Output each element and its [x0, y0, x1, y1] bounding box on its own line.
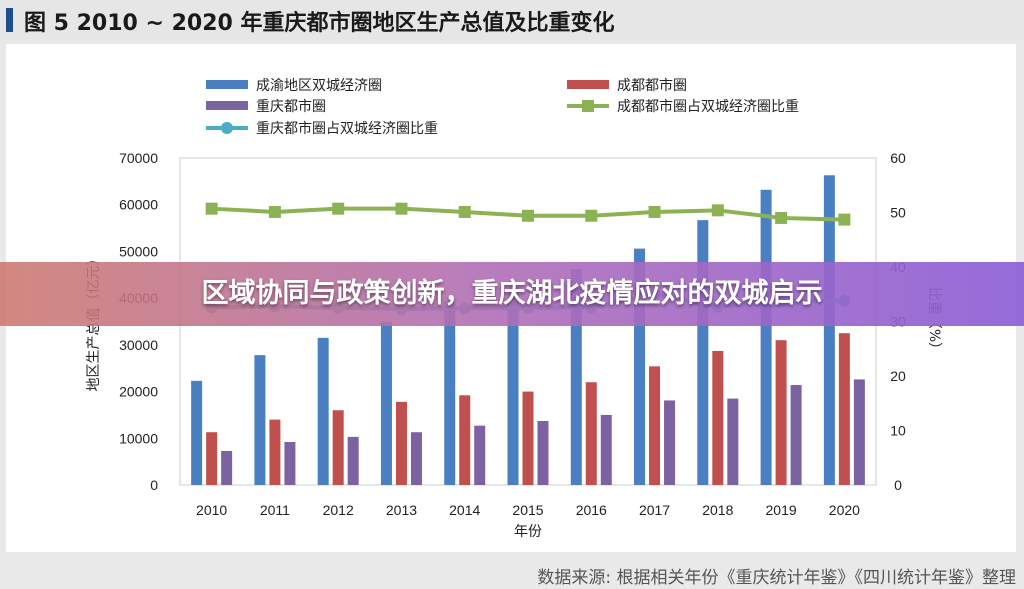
bar-2-2010 — [206, 432, 218, 485]
x-tick-label: 2020 — [829, 502, 860, 518]
bar-1-2015 — [507, 287, 519, 485]
bar-1-2010 — [191, 380, 203, 485]
bar-3-2019 — [790, 385, 802, 485]
y-left-tick-label: 30000 — [119, 337, 158, 353]
headline-banner: 区域协同与政策创新，重庆湖北疫情应对的双城启示 — [0, 262, 1024, 326]
x-tick-label: 2016 — [576, 502, 607, 518]
x-axis-title: 年份 — [514, 524, 542, 540]
bar-3-2013 — [410, 432, 422, 485]
x-tick-label: 2012 — [323, 502, 354, 518]
x-tick-label: 2011 — [260, 502, 290, 518]
y-right-tick-label: 10 — [890, 423, 906, 439]
x-tick-label: 2014 — [449, 502, 480, 518]
y-left-tick-label: 50000 — [119, 243, 158, 259]
legend-label-2: 成都都市圈 — [617, 77, 687, 94]
bar-2-2018 — [712, 350, 724, 485]
bar-1-2017 — [634, 248, 646, 485]
legend-swatch-3 — [206, 101, 248, 110]
legend-swatch-2 — [567, 80, 609, 89]
bar-3-2011 — [284, 442, 296, 485]
bar-3-2010 — [221, 450, 233, 485]
x-tick-label: 2019 — [766, 502, 797, 518]
share-point-1-2019 — [775, 211, 788, 224]
legend-label-3: 重庆都市圈 — [256, 98, 326, 115]
legend-label-1: 成渝地区双城经济圈 — [256, 78, 382, 94]
legend-label-5: 重庆都市圈占双城经济圈比重 — [256, 120, 438, 137]
share-point-1-2010 — [205, 202, 218, 215]
bar-2-2015 — [522, 391, 534, 485]
share-point-1-2013 — [395, 202, 408, 215]
x-tick-label: 2013 — [386, 502, 417, 518]
bar-3-2014 — [474, 425, 486, 485]
bar-3-2012 — [347, 436, 359, 485]
bar-3-2016 — [600, 414, 612, 485]
title-accent-mark — [6, 8, 13, 32]
figure-title-bar: 图 5 2010 ~ 2020 年重庆都市圈地区生产总值及比重变化 — [0, 0, 1024, 40]
bar-3-2017 — [664, 400, 676, 485]
figure-title: 图 5 2010 ~ 2020 年重庆都市圈地区生产总值及比重变化 — [24, 11, 615, 36]
y-left-tick-label: 60000 — [119, 197, 158, 213]
bar-3-2020 — [853, 379, 865, 485]
y-left-tick-label: 20000 — [119, 384, 158, 400]
y-left-tick-label: 0 — [150, 477, 158, 493]
y-right-tick-label: 60 — [890, 150, 906, 166]
bar-2-2013 — [395, 401, 407, 485]
bar-2-2016 — [585, 382, 597, 485]
legend-label-4: 成都都市圈占双城经济圈比重 — [617, 98, 799, 115]
x-tick-label: 2017 — [639, 502, 670, 518]
bar-1-2011 — [254, 355, 266, 485]
bar-1-2012 — [317, 337, 329, 485]
share-point-1-2012 — [332, 202, 345, 215]
share-point-1-2017 — [648, 205, 661, 218]
y-left-tick-label: 70000 — [119, 150, 158, 166]
share-point-1-2018 — [711, 204, 724, 217]
bar-2-2020 — [838, 333, 850, 485]
y-right-tick-label: 0 — [894, 477, 902, 493]
legend-swatch-1 — [206, 80, 248, 89]
data-source-note: 数据来源: 根据相关年份《重庆统计年鉴》《四川统计年鉴》整理 — [537, 568, 1016, 588]
x-tick-label: 2015 — [512, 502, 543, 518]
bar-1-2019 — [760, 189, 772, 485]
share-point-1-2011 — [268, 205, 281, 218]
legend-marker-4 — [582, 100, 594, 112]
bar-1-2018 — [697, 220, 709, 485]
bar-2-2012 — [332, 410, 344, 485]
bar-2-2017 — [649, 366, 661, 485]
legend-marker-5 — [221, 122, 233, 134]
headline-banner-text: 区域协同与政策创新，重庆湖北疫情应对的双城启示 — [201, 278, 823, 309]
y-left-tick-label: 10000 — [119, 430, 158, 446]
bar-3-2018 — [727, 398, 739, 485]
bar-2-2011 — [269, 419, 281, 485]
bar-1-2014 — [444, 301, 456, 485]
share-point-1-2016 — [585, 209, 598, 222]
x-tick-label: 2010 — [196, 502, 227, 518]
bar-1-2020 — [823, 175, 835, 485]
bar-1-2016 — [570, 269, 582, 485]
bar-1-2013 — [380, 321, 392, 485]
share-point-1-2014 — [458, 205, 471, 218]
bar-2-2014 — [459, 395, 471, 485]
share-point-1-2020 — [838, 213, 851, 226]
y-right-tick-label: 50 — [890, 205, 906, 221]
bar-2-2019 — [775, 340, 787, 485]
share-point-1-2015 — [522, 209, 534, 222]
y-right-tick-label: 20 — [890, 368, 906, 384]
x-tick-label: 2018 — [702, 502, 733, 518]
bar-3-2015 — [537, 421, 549, 485]
